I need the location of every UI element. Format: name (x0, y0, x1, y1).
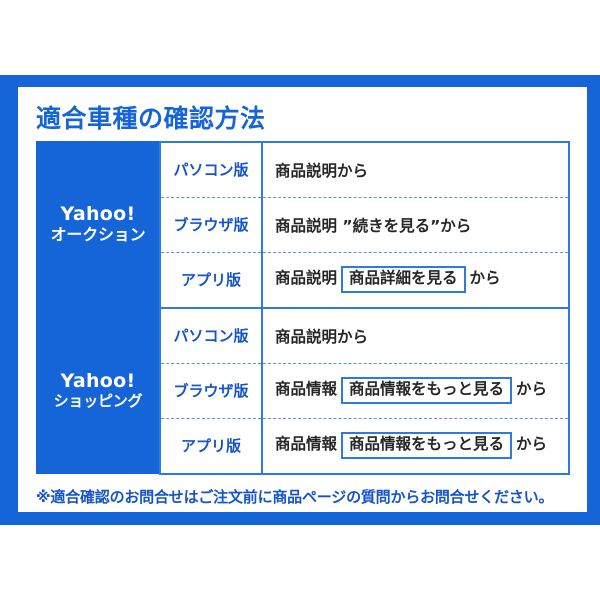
table-row: アプリ版 商品説明 商品詳細を見る から (37, 251, 570, 309)
description-text-before: 商品情報 (275, 435, 338, 454)
description-text-before: 商品説明 (275, 269, 338, 288)
brand-name-bottom: オークション (50, 225, 146, 245)
page-title: 適合車種の確認方法 (36, 104, 266, 133)
platform-label-pc: パソコン版 (159, 306, 263, 363)
description-text-after: から (516, 380, 548, 399)
description-cell: 商品情報 商品情報をもっと見る から (262, 417, 570, 475)
footnote-text: ※適合確認のお問合せはご注文前に商品ページの質問からお問合せください。 (36, 487, 554, 506)
table-row: ブラウザ版 商品説明 ”続きを見る”から (37, 196, 570, 252)
brand-cell-shopping: Yahoo! ショッピング (36, 307, 161, 474)
platform-label-browser: ブラウザ版 (159, 196, 263, 252)
description-cell: 商品説明 商品詳細を見る から (262, 251, 570, 309)
platform-label-app: アプリ版 (159, 417, 263, 475)
panel-inner-surface: 適合車種の確認方法 Yahoo! オークション パソコン版 商品説明から ブラウ… (18, 87, 587, 512)
description-cell: 商品情報 商品情報をもっと見る から (262, 362, 570, 418)
brand-name-top: Yahoo! (60, 369, 136, 392)
description-text-before: 商品説明から (275, 161, 369, 180)
description-text-before: 商品説明から (275, 327, 369, 346)
brand-name-top: Yahoo! (60, 203, 136, 226)
platform-label-browser: ブラウザ版 (159, 362, 263, 418)
description-cell: 商品説明 ”続きを見る”から (262, 196, 570, 252)
description-text-before: 商品説明 ”続きを見る”から (275, 216, 472, 235)
inline-button-more-info[interactable]: 商品情報をもっと見る (341, 432, 513, 459)
brand-cell-auction: Yahoo! オークション (36, 141, 161, 308)
description-text-after: から (516, 435, 548, 454)
description-cell: 商品説明から (262, 306, 570, 363)
table-row: Yahoo! ショッピング パソコン版 商品説明から (36, 306, 570, 474)
description-text-before: 商品情報 (275, 380, 338, 399)
inline-button-item-detail[interactable]: 商品詳細を見る (341, 266, 466, 293)
platform-label-app: アプリ版 (159, 251, 263, 309)
table-row: Yahoo! オークション パソコン版 商品説明から (36, 140, 570, 308)
compatibility-info-panel: 適合車種の確認方法 Yahoo! オークション パソコン版 商品説明から ブラウ… (0, 75, 600, 525)
table-row: アプリ版 商品情報 商品情報をもっと見る から (37, 417, 570, 475)
table-row: ブラウザ版 商品情報 商品情報をもっと見る から (37, 362, 570, 418)
inline-button-more-info[interactable]: 商品情報をもっと見る (341, 377, 513, 404)
brand-name-bottom: ショッピング (53, 391, 143, 410)
description-text-after: から (469, 269, 501, 288)
platform-label-pc: パソコン版 (159, 140, 263, 197)
description-cell: 商品説明から (262, 140, 570, 197)
compatibility-table: Yahoo! オークション パソコン版 商品説明から ブラウザ版 商品説明 ”続… (36, 140, 570, 475)
